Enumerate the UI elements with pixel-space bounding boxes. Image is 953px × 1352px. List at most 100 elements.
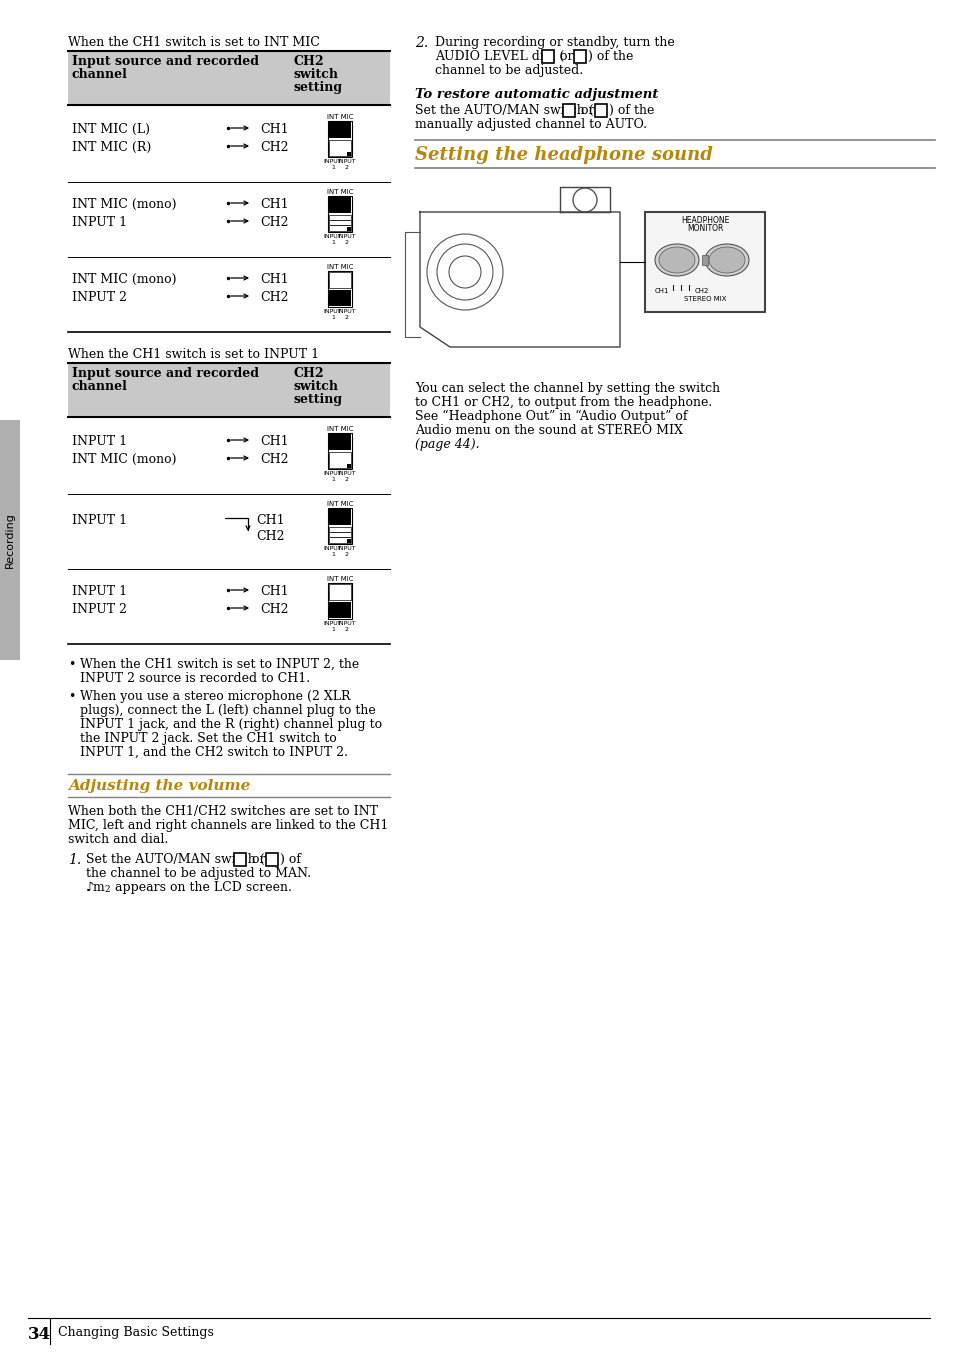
Ellipse shape [655, 243, 699, 276]
Text: 2: 2 [345, 552, 349, 557]
Text: H: H [575, 51, 584, 62]
Text: G: G [542, 51, 552, 62]
Text: INPUT: INPUT [337, 310, 355, 314]
Bar [329, 141, 351, 155]
Bar [329, 289, 351, 306]
Text: switch: switch [294, 68, 338, 81]
Text: 1: 1 [331, 627, 335, 631]
Text: INPUT 1: INPUT 1 [71, 435, 127, 448]
Text: INPUT: INPUT [337, 234, 355, 239]
Text: CH1: CH1 [260, 123, 289, 137]
Text: I: I [269, 854, 274, 865]
Text: INPUT 1: INPUT 1 [71, 585, 127, 598]
Text: 2.: 2. [415, 37, 428, 50]
Bar [541, 50, 554, 64]
Text: To restore automatic adjustment: To restore automatic adjustment [415, 88, 658, 101]
Bar [574, 50, 585, 64]
Text: 2: 2 [345, 315, 349, 320]
Text: setting: setting [294, 81, 343, 95]
Bar [68, 51, 390, 105]
Text: INPUT: INPUT [323, 310, 342, 314]
Bar [329, 602, 351, 618]
Text: setting: setting [294, 393, 343, 406]
Text: ) of: ) of [280, 853, 301, 867]
Bar [329, 452, 351, 468]
Text: CH1: CH1 [260, 435, 289, 448]
Text: F: F [564, 105, 573, 116]
Text: INPUT 2: INPUT 2 [71, 603, 127, 617]
Bar [595, 104, 606, 118]
Text: INT MIC: INT MIC [327, 264, 353, 270]
Bar [328, 196, 352, 233]
Bar [266, 853, 277, 867]
Bar [329, 527, 351, 544]
Text: 2: 2 [345, 165, 349, 170]
Text: INT MIC (mono): INT MIC (mono) [71, 273, 176, 287]
Bar [347, 464, 351, 468]
Bar [347, 151, 351, 155]
Text: INPUT: INPUT [337, 546, 355, 552]
Ellipse shape [704, 243, 748, 276]
Text: INPUT 1: INPUT 1 [71, 216, 127, 228]
Text: ) of the: ) of the [608, 104, 654, 118]
Text: Recording: Recording [5, 512, 15, 568]
Text: INT MIC: INT MIC [327, 426, 353, 433]
Text: Setting the headphone sound: Setting the headphone sound [415, 146, 712, 164]
Text: MIC, left and right channels are linked to the CH1: MIC, left and right channels are linked … [68, 819, 388, 831]
Text: INT MIC: INT MIC [327, 576, 353, 581]
Text: channel: channel [71, 68, 128, 81]
Text: channel to be adjusted.: channel to be adjusted. [435, 64, 582, 77]
Text: CH1: CH1 [655, 288, 669, 293]
Text: CH1: CH1 [260, 273, 289, 287]
Text: ♪m: ♪m [86, 882, 106, 894]
Text: INT MIC (mono): INT MIC (mono) [71, 453, 176, 466]
Text: 2: 2 [345, 241, 349, 245]
Text: INPUT 1: INPUT 1 [71, 514, 127, 527]
Bar [329, 122, 351, 138]
Bar [347, 301, 351, 306]
Bar [0, 420, 20, 660]
Text: INPUT: INPUT [337, 470, 355, 476]
Text: channel: channel [71, 380, 128, 393]
Text: •: • [68, 690, 75, 703]
Bar [329, 197, 351, 214]
Text: CH1: CH1 [255, 514, 284, 527]
Text: plugs), connect the L (left) channel plug to the: plugs), connect the L (left) channel plu… [80, 704, 375, 717]
Text: INPUT: INPUT [323, 160, 342, 164]
Text: When the CH1 switch is set to INPUT 1: When the CH1 switch is set to INPUT 1 [68, 347, 319, 361]
Text: 1: 1 [331, 241, 335, 245]
Bar [347, 539, 351, 544]
Text: or: or [556, 50, 577, 64]
Text: Input source and recorded: Input source and recorded [71, 366, 258, 380]
Text: switch and dial.: switch and dial. [68, 833, 168, 846]
Text: or: or [577, 104, 598, 118]
Bar [329, 434, 351, 450]
Text: switch: switch [294, 380, 338, 393]
Text: CH2: CH2 [260, 603, 288, 617]
Text: INPUT 2 source is recorded to CH1.: INPUT 2 source is recorded to CH1. [80, 672, 310, 685]
Bar [328, 508, 352, 544]
Text: When the CH1 switch is set to INPUT 2, the: When the CH1 switch is set to INPUT 2, t… [80, 658, 359, 671]
Text: ) of the: ) of the [587, 50, 633, 64]
Text: Input source and recorded: Input source and recorded [71, 55, 258, 68]
Text: •: • [68, 658, 75, 671]
Bar [328, 120, 352, 157]
Bar [329, 508, 351, 525]
Text: STEREO MIX: STEREO MIX [683, 296, 725, 301]
Text: to CH1 or CH2, to output from the headphone.: to CH1 or CH2, to output from the headph… [415, 396, 712, 410]
Text: 1: 1 [331, 315, 335, 320]
Text: INT MIC (R): INT MIC (R) [71, 141, 152, 154]
Text: INT MIC (L): INT MIC (L) [71, 123, 150, 137]
Text: CH2: CH2 [695, 288, 709, 293]
Text: When both the CH1/CH2 switches are set to INT: When both the CH1/CH2 switches are set t… [68, 804, 377, 818]
Text: 2: 2 [345, 627, 349, 631]
Bar [328, 270, 352, 307]
Text: CH2: CH2 [294, 55, 324, 68]
Text: Set the AUTO/MAN switch (: Set the AUTO/MAN switch ( [86, 853, 265, 867]
Text: HEADPHONE: HEADPHONE [680, 216, 728, 224]
Text: CH2: CH2 [260, 453, 288, 466]
Text: INPUT 2: INPUT 2 [71, 291, 127, 304]
Text: the INPUT 2 jack. Set the CH1 switch to: the INPUT 2 jack. Set the CH1 switch to [80, 731, 336, 745]
Text: CH2: CH2 [260, 141, 288, 154]
Text: Adjusting the volume: Adjusting the volume [68, 779, 250, 794]
